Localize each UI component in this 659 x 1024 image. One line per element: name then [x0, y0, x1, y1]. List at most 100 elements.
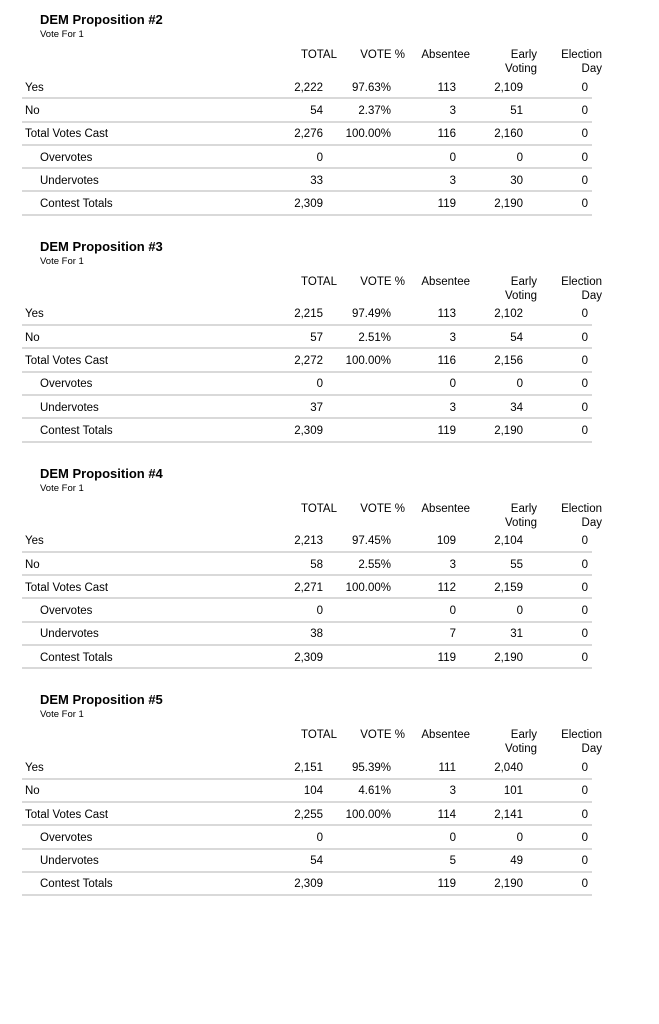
cell-absentee: 3 — [449, 174, 456, 187]
cell-total: 0 — [316, 378, 323, 391]
cell-early-voting: 31 — [510, 628, 523, 641]
cell-total: 2,309 — [294, 651, 323, 664]
row-label: Overvotes — [40, 378, 93, 391]
row-label: No — [25, 104, 40, 117]
cell-total: 2,222 — [294, 81, 323, 94]
col-header-election-day: Election Day — [561, 49, 602, 75]
table-row: No 58 2.55% 3 55 0 — [22, 553, 602, 577]
cell-absentee: 3 — [449, 558, 456, 571]
cell-election-day: 0 — [581, 831, 588, 844]
cell-election-day: 0 — [581, 128, 588, 141]
cell-early-voting: 0 — [516, 605, 523, 618]
cell-absentee: 109 — [436, 535, 456, 548]
col-header-total: TOTAL — [301, 729, 337, 742]
cell-early-voting: 2,104 — [494, 535, 523, 548]
cell-election-day: 0 — [581, 331, 588, 344]
cell-early-voting: 0 — [516, 831, 523, 844]
cell-absentee: 116 — [437, 128, 456, 141]
cell-total: 2,276 — [294, 128, 323, 141]
table-row: Undervotes 37 3 34 0 — [22, 396, 602, 420]
row-label: Yes — [25, 308, 44, 321]
cell-absentee: 0 — [449, 605, 456, 618]
cell-election-day: 0 — [581, 174, 588, 187]
contest-section: DEM Proposition #2 Vote For 1 TOTAL VOTE… — [0, 12, 659, 217]
cell-election-day: 0 — [581, 558, 588, 571]
table-row: Overvotes 0 0 0 0 — [22, 826, 602, 850]
table-row: Total Votes Cast 2,271 100.00% 112 2,159… — [22, 576, 602, 600]
col-header-election-day: Election Day — [561, 502, 602, 529]
contest-title: DEM Proposition #2 — [40, 12, 163, 27]
cell-election-day: 0 — [581, 401, 588, 414]
cell-election-day: 0 — [581, 81, 588, 94]
cell-election-day: 0 — [581, 151, 588, 164]
cell-early-voting: 2,160 — [494, 128, 523, 141]
col-header-election-day: Election Day — [561, 729, 602, 756]
cell-absentee: 3 — [449, 401, 456, 414]
contest-title: DEM Proposition #5 — [40, 692, 163, 708]
table-row: Undervotes 33 3 30 0 — [22, 169, 602, 193]
row-label: Undervotes — [40, 628, 99, 641]
table-header-row: TOTAL VOTE % Absentee Early Voting Elect… — [22, 275, 602, 303]
cell-absentee: 0 — [449, 151, 456, 164]
cell-absentee: 111 — [438, 761, 456, 774]
cell-early-voting: 2,190 — [494, 878, 523, 891]
cell-election-day: 0 — [581, 651, 588, 664]
contest-section: DEM Proposition #5 Vote For 1 TOTAL VOTE… — [0, 692, 659, 897]
row-label: Undervotes — [40, 174, 99, 187]
table-row: Contest Totals 2,309 119 2,190 0 — [22, 646, 602, 670]
cell-election-day: 0 — [581, 535, 588, 548]
cell-vote-pct: 100.00% — [345, 128, 391, 141]
cell-vote-pct: 97.63% — [351, 81, 391, 94]
results-table: TOTAL VOTE % Absentee Early Voting Elect… — [22, 275, 602, 443]
cell-total: 58 — [310, 558, 323, 571]
row-label: Yes — [25, 761, 44, 774]
cell-total: 33 — [310, 174, 323, 187]
row-label: Total Votes Cast — [25, 128, 109, 141]
cell-early-voting: 51 — [510, 104, 523, 117]
cell-absentee: 5 — [449, 855, 456, 868]
row-label: Total Votes Cast — [25, 581, 109, 594]
cell-absentee: 7 — [449, 628, 456, 641]
cell-total: 0 — [316, 831, 323, 844]
row-label: Overvotes — [40, 151, 93, 164]
cell-early-voting: 2,190 — [494, 424, 523, 437]
cell-total: 2,151 — [294, 761, 323, 774]
cell-absentee: 0 — [449, 831, 456, 844]
table-row: No 57 2.51% 3 54 0 — [22, 326, 602, 350]
results-table: TOTAL VOTE % Absentee Early Voting Elect… — [22, 502, 602, 670]
table-header-row: TOTAL VOTE % Absentee Early Voting Elect… — [22, 728, 602, 756]
cell-vote-pct: 97.49% — [351, 308, 391, 321]
cell-election-day: 0 — [581, 581, 588, 594]
table-row: Yes 2,215 97.49% 113 2,102 0 — [22, 303, 602, 327]
row-label: No — [25, 558, 40, 571]
cell-early-voting: 54 — [510, 331, 523, 344]
cell-vote-pct: 100.00% — [345, 355, 391, 368]
cell-absentee: 113 — [437, 81, 456, 94]
contest-title: DEM Proposition #4 — [40, 465, 163, 481]
cell-absentee: 3 — [449, 785, 456, 798]
cell-absentee: 119 — [437, 878, 456, 891]
col-header-vote-pct: VOTE % — [360, 275, 405, 288]
cell-election-day: 0 — [581, 878, 588, 891]
cell-absentee: 113 — [437, 308, 456, 321]
col-header-early-voting: Early Voting — [505, 275, 537, 302]
cell-total: 2,215 — [294, 308, 323, 321]
cell-total: 2,309 — [294, 198, 323, 211]
cell-total: 2,213 — [294, 535, 323, 548]
cell-vote-pct: 2.37% — [358, 104, 391, 117]
table-row: Contest Totals 2,309 119 2,190 0 — [22, 419, 602, 443]
cell-early-voting: 55 — [510, 558, 523, 571]
cell-vote-pct: 97.45% — [351, 535, 391, 548]
cell-early-voting: 2,040 — [494, 761, 523, 774]
cell-total: 2,271 — [294, 581, 323, 594]
cell-early-voting: 0 — [516, 378, 523, 391]
cell-absentee: 3 — [449, 104, 456, 117]
col-header-vote-pct: VOTE % — [360, 729, 405, 742]
col-header-absentee: Absentee — [421, 275, 470, 288]
col-header-total: TOTAL — [301, 275, 337, 288]
cell-early-voting: 2,190 — [494, 198, 523, 211]
contest-subtitle: Vote For 1 — [40, 709, 84, 721]
cell-absentee: 119 — [437, 198, 456, 211]
table-row: Contest Totals 2,309 119 2,190 0 — [22, 192, 602, 217]
cell-election-day: 0 — [581, 198, 588, 211]
